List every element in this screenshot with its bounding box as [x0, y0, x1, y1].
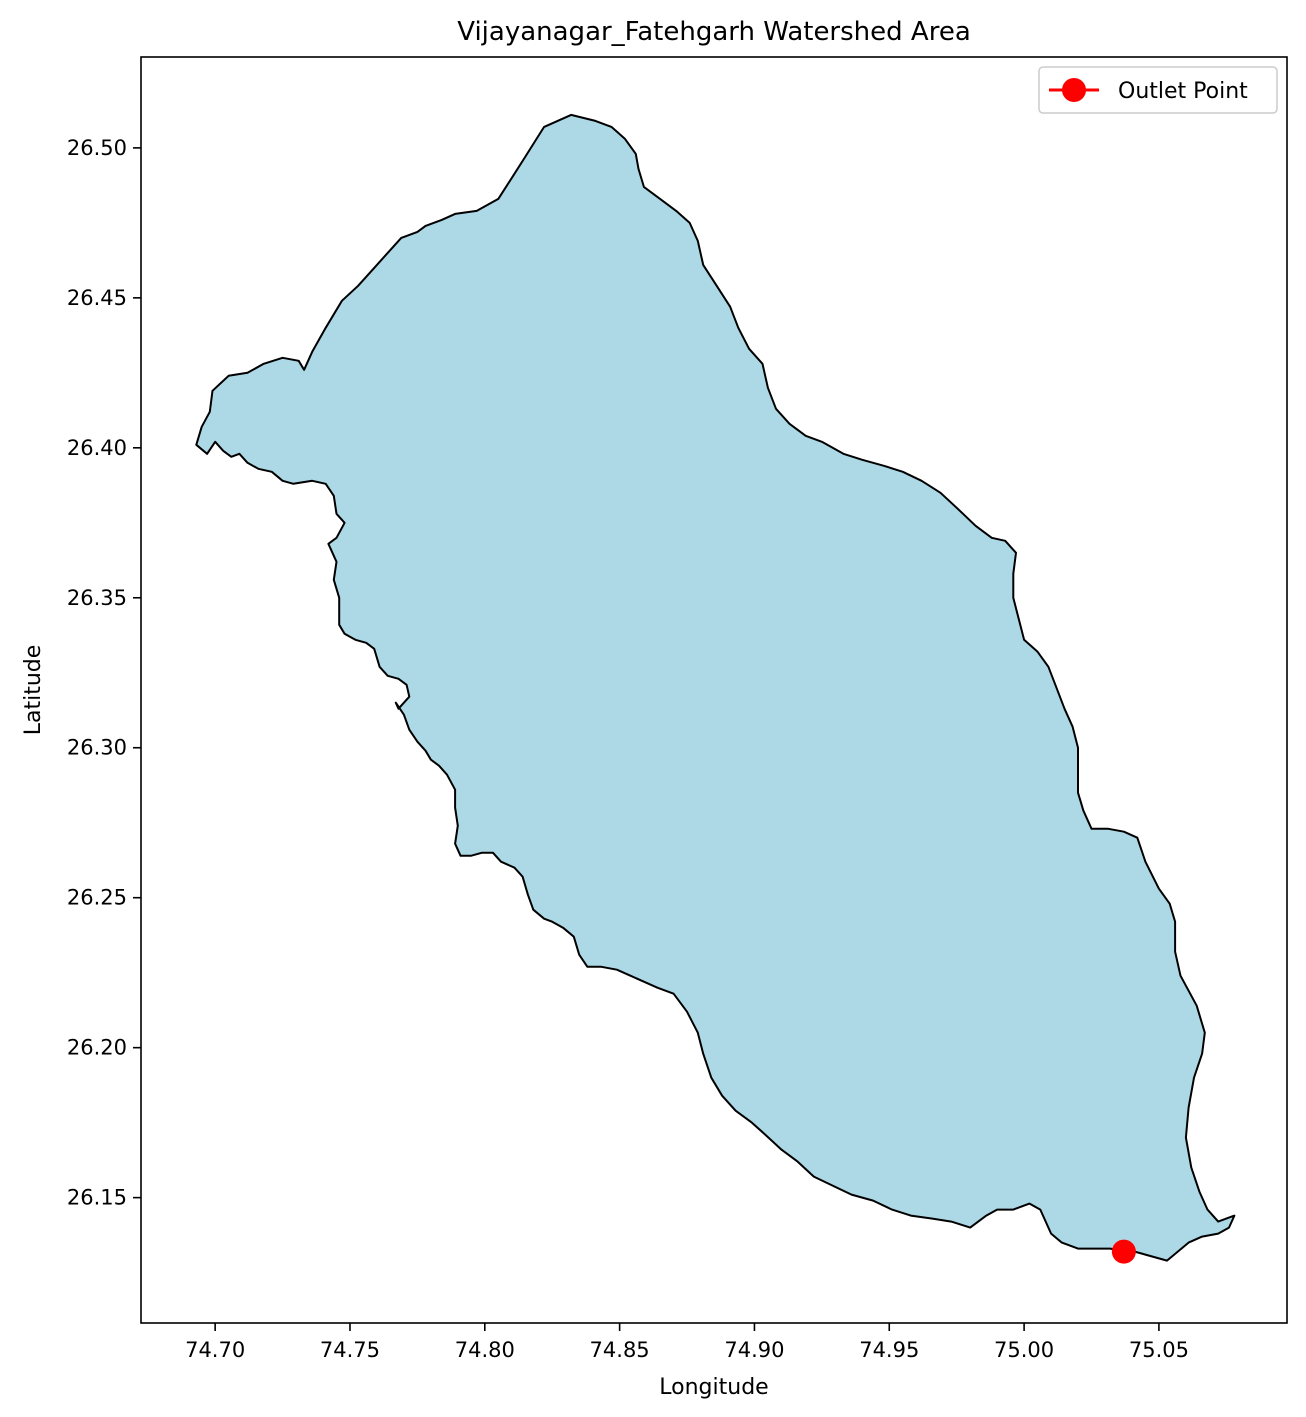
legend-box [1038, 66, 1278, 114]
x-tick-label: 74.90 [724, 1338, 784, 1362]
y-tick-label: 26.50 [67, 136, 127, 160]
x-tick-label: 74.70 [185, 1338, 245, 1362]
watershed-polygon [195, 113, 1236, 1262]
y-tick-label: 26.15 [67, 1186, 127, 1210]
plot-frame [140, 56, 1288, 1324]
legend: Outlet Point [1038, 66, 1278, 114]
x-tick-label: 75.00 [994, 1338, 1054, 1362]
y-tick-label: 26.40 [67, 436, 127, 460]
y-tick-label: 26.25 [67, 886, 127, 910]
x-tick-label: 74.75 [320, 1338, 380, 1362]
y-tick-label: 26.45 [67, 286, 127, 310]
legend-marker [1062, 78, 1086, 102]
legend-label: Outlet Point [1118, 79, 1248, 104]
x-tick-label: 74.95 [859, 1338, 919, 1362]
x-tick-label: 74.80 [455, 1338, 515, 1362]
x-axis-label: Longitude [659, 1375, 768, 1400]
x-tick-label: 75.05 [1129, 1338, 1189, 1362]
x-axis: 74.70 74.75 74.80 74.85 74.90 74.95 75.00 75.05 [185, 1323, 1189, 1362]
x-tick-label: 74.85 [590, 1338, 650, 1362]
chart-title: Vijayanagar_Fatehgarh Watershed Area [457, 17, 971, 47]
y-tick-label: 26.20 [67, 1036, 127, 1060]
y-tick-label: 26.35 [67, 586, 127, 610]
y-axis: 26.15 26.20 26.25 26.30 26.35 26.40 26.45 26.50 [67, 136, 141, 1210]
y-axis-label: Latitude [21, 645, 46, 736]
outlet-point [1111, 1239, 1136, 1264]
y-tick-label: 26.30 [67, 736, 127, 760]
